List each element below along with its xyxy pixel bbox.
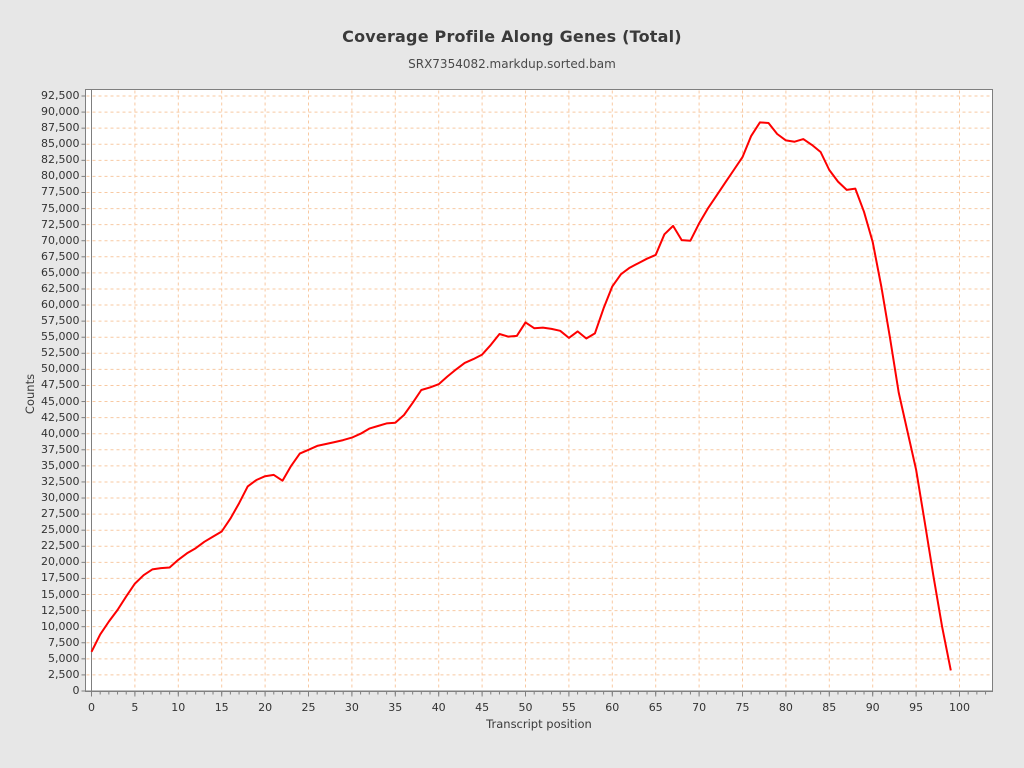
y-tick-label: 50,000 bbox=[41, 362, 80, 376]
y-tick-label: 27,500 bbox=[41, 507, 80, 521]
y-tick-label: 7,500 bbox=[48, 635, 80, 649]
plot-background bbox=[85, 89, 993, 692]
y-tick-label: 92,500 bbox=[41, 89, 80, 102]
y-tick-label: 37,500 bbox=[41, 442, 80, 456]
y-tick-label: 90,000 bbox=[41, 105, 80, 119]
x-tick-label: 10 bbox=[171, 701, 186, 714]
x-tick-label: 45 bbox=[475, 701, 490, 714]
y-tick-label: 87,500 bbox=[41, 121, 80, 135]
y-tick-label: 17,500 bbox=[41, 571, 80, 585]
x-tick-label: 65 bbox=[648, 701, 663, 714]
x-tick-label: 95 bbox=[909, 701, 924, 714]
y-tick-label: 57,500 bbox=[41, 314, 80, 328]
y-tick-label: 12,500 bbox=[41, 603, 80, 617]
y-tick-label: 5,000 bbox=[48, 651, 80, 665]
y-tick-label: 67,500 bbox=[41, 249, 80, 263]
y-tick-label: 25,000 bbox=[41, 523, 80, 537]
x-tick-label: 55 bbox=[561, 701, 576, 714]
x-tick-label: 50 bbox=[518, 701, 533, 714]
y-tick-label: 30,000 bbox=[41, 491, 80, 505]
y-tick-label: 32,500 bbox=[41, 474, 80, 488]
x-tick-label: 100 bbox=[949, 701, 970, 714]
coverage-line-series bbox=[90, 121, 952, 671]
y-tick-label: 42,500 bbox=[41, 410, 80, 424]
x-tick-label: 85 bbox=[822, 701, 837, 714]
x-tick-label: 75 bbox=[735, 701, 750, 714]
x-tick-label: 90 bbox=[865, 701, 880, 714]
y-tick-label: 65,000 bbox=[41, 265, 80, 279]
y-tick-label: 10,000 bbox=[41, 619, 80, 633]
y-tick-label: 60,000 bbox=[41, 298, 80, 312]
y-tick-label: 15,000 bbox=[41, 587, 80, 601]
y-tick-label: 0 bbox=[72, 684, 80, 697]
y-tick-label: 22,500 bbox=[41, 539, 80, 553]
x-tick-label: 5 bbox=[131, 701, 139, 714]
y-tick-label: 75,000 bbox=[41, 201, 80, 215]
y-tick-label: 62,500 bbox=[41, 281, 80, 295]
y-tick-label: 55,000 bbox=[41, 330, 80, 344]
y-tick-label: 20,000 bbox=[41, 555, 80, 569]
y-tick-label: 45,000 bbox=[41, 394, 80, 408]
x-axis-title: Transcript position bbox=[486, 717, 592, 731]
x-tick-label: 40 bbox=[431, 701, 446, 714]
x-tick-label: 80 bbox=[778, 701, 793, 714]
y-tick-label: 40,000 bbox=[41, 426, 80, 440]
y-tick-label: 52,500 bbox=[41, 346, 80, 360]
x-tick-label: 20 bbox=[258, 701, 273, 714]
x-tick-label: 60 bbox=[605, 701, 620, 714]
x-tick-label: 25 bbox=[301, 701, 316, 714]
y-tick-label: 80,000 bbox=[41, 169, 80, 183]
chart-subtitle: SRX7354082.markdup.sorted.bam bbox=[408, 57, 616, 71]
y-tick-label: 70,000 bbox=[41, 233, 80, 247]
x-tick-label: 35 bbox=[388, 701, 403, 714]
y-tick-label: 82,500 bbox=[41, 153, 80, 167]
y-tick-label: 85,000 bbox=[41, 137, 80, 151]
x-tick-label: 15 bbox=[214, 701, 229, 714]
y-tick-label: 35,000 bbox=[41, 458, 80, 472]
y-tick-label: 2,500 bbox=[48, 667, 80, 681]
x-tick-label: 70 bbox=[692, 701, 707, 714]
y-tick-label: 72,500 bbox=[41, 217, 80, 231]
chart-title: Coverage Profile Along Genes (Total) bbox=[342, 27, 682, 46]
x-tick-label: 0 bbox=[88, 701, 95, 714]
y-tick-label: 77,500 bbox=[41, 185, 80, 199]
y-tick-label: 47,500 bbox=[41, 378, 80, 392]
x-tick-label: 30 bbox=[344, 701, 359, 714]
